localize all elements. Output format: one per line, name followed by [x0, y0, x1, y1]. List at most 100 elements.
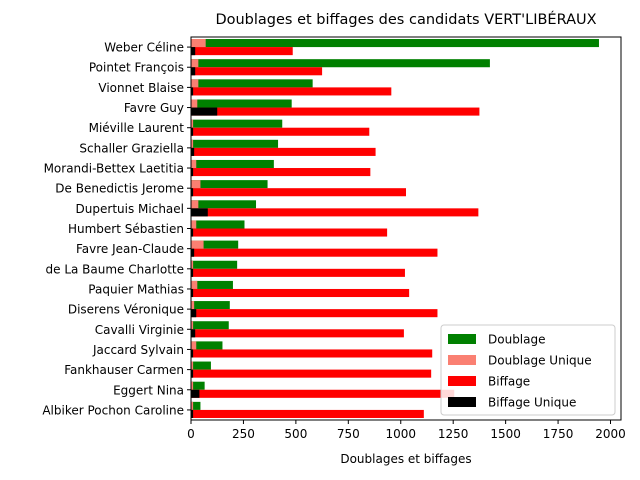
bar-doublage-unique [191, 361, 194, 370]
x-tick-label: 250 [232, 427, 255, 441]
bar-doublage-unique [191, 99, 198, 108]
y-tick-label: De Benedictis Jerome [55, 182, 184, 196]
chart-title: Doublages et biffages des candidats VERT… [215, 11, 596, 28]
y-tick-label: Cavalli Virginie [95, 323, 184, 337]
bar-biffage [191, 188, 406, 197]
bar-doublage [191, 280, 233, 289]
bar-doublage-unique [191, 220, 197, 229]
x-axis-label: Doublages et biffages [340, 452, 471, 466]
bar-biffage [191, 389, 455, 398]
bar-biffage-unique [191, 409, 194, 418]
bar-doublage [191, 59, 490, 68]
legend-label: Biffage [488, 375, 530, 389]
legend-swatch [448, 376, 476, 386]
bar-doublage [191, 139, 279, 148]
y-tick-label: Weber Céline [104, 41, 184, 55]
bar-doublage [191, 39, 599, 48]
y-tick-label: Morandi-Bettex Laetitia [44, 162, 184, 176]
x-tick-label: 1500 [490, 427, 521, 441]
bar-biffage-unique [191, 329, 196, 338]
bar-biffage [191, 208, 479, 217]
bar-biffage [191, 248, 438, 257]
x-tick-label: 750 [337, 427, 360, 441]
bar-biffage-unique [191, 67, 196, 76]
legend-swatch [448, 334, 476, 344]
bar-biffage [191, 47, 293, 56]
legend-label: Doublage [488, 333, 546, 347]
bar-doublage [191, 341, 223, 350]
bar-biffage-unique [191, 288, 194, 298]
bar-doublage-unique [191, 119, 194, 128]
y-tick-label: Eggert Nina [113, 383, 184, 397]
legend-label: Biffage Unique [488, 396, 576, 410]
bar-doublage-unique [191, 59, 199, 68]
bar-doublage [191, 361, 211, 370]
bar-biffage-unique [191, 228, 194, 237]
y-tick-label: Favre Guy [124, 101, 184, 115]
bar-biffage-unique [191, 87, 194, 96]
y-axis: Weber Céline Pointet François Vionnet Blai… [42, 41, 191, 417]
bar-biffage-unique [191, 349, 194, 358]
x-axis: 0 250 500 750 1000 1250 1500 1750 2000 [187, 420, 626, 441]
bar-biffage-unique [191, 127, 194, 136]
y-tick-label: Pointet François [89, 61, 184, 75]
bar-biffage-unique [191, 268, 194, 277]
bar-doublage [191, 260, 238, 269]
y-tick-label: Humbert Sébastien [68, 222, 184, 236]
bar-doublage [191, 119, 283, 128]
bar-doublage-unique [191, 280, 198, 289]
bar-biffage [191, 107, 480, 116]
y-tick-label: Schaller Graziella [79, 141, 184, 155]
y-tick-label: Diserens Véronique [68, 303, 184, 317]
y-tick-label: Fankhauser Carmen [64, 363, 184, 377]
y-tick-label: Dupertuis Michael [76, 202, 184, 216]
bar-doublage [191, 159, 274, 169]
bar-doublage [191, 99, 292, 108]
bar-doublage-unique [191, 401, 194, 410]
bar-group [191, 39, 599, 418]
bar-biffage [191, 268, 405, 277]
bar-biffage-unique [191, 248, 195, 257]
bar-doublage-unique [191, 260, 194, 269]
bar-doublage-unique [191, 341, 197, 350]
bar-biffage [191, 329, 404, 338]
bar-biffage [191, 67, 323, 76]
y-tick-label: de La Baume Charlotte [46, 262, 185, 276]
bar-doublage [191, 79, 313, 88]
y-tick-label: Albiker Pochon Caroline [42, 403, 184, 417]
y-tick-label: Jaccard Sylvain [92, 343, 184, 357]
bar-doublage-unique [191, 180, 201, 189]
bar-biffage-unique [191, 47, 196, 56]
x-tick-label: 1750 [543, 427, 574, 441]
y-tick-label: Vionnet Blaise [98, 81, 184, 95]
legend-label: Doublage Unique [488, 354, 592, 368]
bar-doublage [191, 381, 205, 390]
bar-doublage-unique [191, 200, 199, 209]
bar-doublage [191, 301, 230, 310]
bar-biffage [191, 168, 371, 177]
bar-doublage [191, 401, 201, 410]
bar-biffage-unique [191, 389, 200, 398]
y-tick-label: Favre Jean-Claude [76, 242, 184, 256]
bar-biffage-unique [191, 369, 194, 378]
bar-biffage [191, 87, 392, 96]
x-tick-label: 0 [187, 427, 195, 441]
bar-doublage [191, 321, 229, 330]
bar-biffage [191, 309, 438, 318]
bar-biffage-unique [191, 168, 194, 177]
bar-doublage-unique [191, 139, 194, 148]
bar-biffage-unique [191, 147, 195, 156]
bar-doublage-unique [191, 381, 194, 390]
bar-doublage-unique [191, 321, 194, 330]
bar-doublage-unique [191, 79, 199, 88]
y-tick-label: Paquier Mathias [88, 282, 184, 296]
legend-box [440, 324, 616, 416]
bar-biffage [191, 369, 432, 378]
bar-biffage [191, 127, 370, 136]
bar-doublage [191, 240, 239, 249]
bar-doublage [191, 220, 245, 229]
bar-biffage-unique [191, 208, 208, 217]
bar-doublage-unique [191, 159, 197, 169]
y-tick-label: Miéville Laurent [89, 121, 185, 135]
bar-biffage [191, 228, 388, 237]
